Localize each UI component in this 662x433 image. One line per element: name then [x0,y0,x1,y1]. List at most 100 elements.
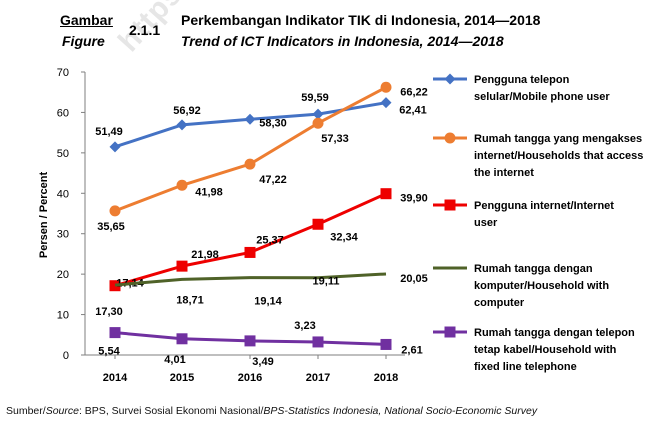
data-label: 4,01 [164,354,185,366]
data-label: 39,90 [400,193,428,205]
data-point [444,199,456,211]
line-chart: 0 10 20 30 40 50 60 70 2014 2015 2016 2017 2018 Perse… [38,67,643,384]
data-point [176,119,188,131]
legend-label: internet/Households that access [474,150,643,162]
data-point [109,205,121,217]
source-note: Sumber/Source: BPS, Survei Sosial Ekonom… [6,405,537,417]
figure-number: 2.1.1 [129,22,161,38]
data-label: 66,22 [400,86,428,98]
data-point [312,336,324,348]
data-point [312,117,324,129]
legend-label: komputer/Household with [474,280,609,292]
data-label: 17,30 [95,306,123,318]
data-point [444,73,456,85]
data-point [312,108,324,120]
legend-label: Rumah tangga yang mengakses [474,133,642,145]
x-tick-label: 2014 [103,372,128,384]
data-label: 19,14 [254,296,282,308]
data-label: 32,34 [330,231,358,243]
data-point [176,260,188,272]
series-5: 5,54 4,01 3,49 3,23 2,61 [98,320,422,368]
data-point [109,280,121,292]
source-label: Source [45,405,79,417]
data-label: 5,54 [98,346,120,358]
source-text: : BPS, Survei Sosial Ekonomi Nasional/ [78,405,264,417]
legend-entry-4: Rumah tangga dengan komputer/Household wi… [433,263,609,309]
source-text-en: BPS-Statistics Indonesia, National Socio… [263,405,538,417]
legend-label: Rumah tangga dengan [474,263,593,275]
data-point [444,326,456,338]
data-point [244,246,256,258]
figure-label-en: Figure [62,33,105,49]
y-tick-label: 50 [57,148,69,160]
data-label: 19,11 [313,276,340,288]
data-label: 2,61 [401,344,422,356]
data-point [244,113,256,125]
series-2: 35,65 41,98 47,22 57,33 66,22 [97,81,428,233]
data-point [380,97,392,109]
data-point [176,333,188,345]
data-point [244,158,256,170]
y-tick-label: 30 [57,229,69,241]
data-label: 57,33 [321,133,349,145]
data-label: 59,59 [301,92,329,104]
y-tick-label: 60 [57,107,69,119]
x-tick-label: 2016 [238,372,262,384]
y-tick-label: 20 [57,269,69,281]
legend-label: computer [474,297,525,309]
plot-area: 51,49 56,92 58,30 59,59 62,41 35,65 41,98 47,22… [95,81,428,368]
data-label: 3,49 [252,356,273,368]
data-label: 21,98 [191,249,219,261]
legend-label: tetap kabel/Household with [474,344,617,356]
data-point [109,327,121,339]
figure-label-id: Gambar [60,12,113,28]
legend-label: the internet [474,167,534,179]
data-label: 25,37 [256,234,284,246]
y-axis-title: Persen / Percent [38,172,50,259]
chart-title-en: Trend of ICT Indicators in Indonesia, 20… [181,33,504,49]
data-label: 41,98 [195,186,223,198]
y-tick-label: 40 [57,188,69,200]
data-label: 56,92 [173,105,201,117]
series-1: 51,49 56,92 58,30 59,59 62,41 [95,92,427,153]
data-label: 47,22 [259,174,287,186]
x-tick-label: 2017 [306,372,330,384]
data-label: 18,71 [176,294,204,306]
legend: Pengguna telepon selular/Mobile phone use… [433,73,643,373]
legend-entry-2: Rumah tangga yang mengakses internet/Hous… [433,132,643,179]
legend-entry-5: Rumah tangga dengan telepon tetap kabel/H… [433,326,635,373]
source-prefix: Sumber/ [6,405,46,417]
data-label: 51,49 [95,126,123,138]
series-4: 17,30 18,71 19,14 19,11 20,05 [95,272,428,318]
y-tick-label: 70 [57,67,69,79]
legend-label: Pengguna internet/Internet [474,200,614,212]
chart-title-id: Perkembangan Indikator TIK di Indonesia,… [181,12,541,28]
data-point [380,338,392,350]
data-point [380,81,392,93]
legend-label: fixed line telephone [474,361,577,373]
data-label: 58,30 [259,117,287,129]
x-tick-label: 2015 [170,372,194,384]
legend-entry-3: Pengguna internet/Internet user [433,199,614,229]
axes: 0 10 20 30 40 50 60 70 2014 2015 2016 2017 2018 Perse… [38,67,405,384]
legend-entry-1: Pengguna telepon selular/Mobile phone use… [433,73,610,103]
legend-label: selular/Mobile phone user [474,91,610,103]
data-label: 35,65 [97,221,125,233]
y-tick-label: 10 [57,310,69,322]
series-line [114,272,387,287]
data-label: 20,05 [400,273,428,285]
data-point [176,179,188,191]
x-tick-label: 2018 [374,372,398,384]
data-point [312,218,324,230]
series-line [114,85,387,213]
legend-label: Rumah tangga dengan telepon [474,327,635,339]
data-label: 3,23 [294,320,315,332]
y-tick-label: 0 [63,350,69,362]
data-point [380,188,392,200]
data-label: 62,41 [399,105,427,117]
legend-label: Pengguna telepon [474,74,570,86]
data-point [244,335,256,347]
legend-label: user [474,217,498,229]
data-point [109,141,121,153]
